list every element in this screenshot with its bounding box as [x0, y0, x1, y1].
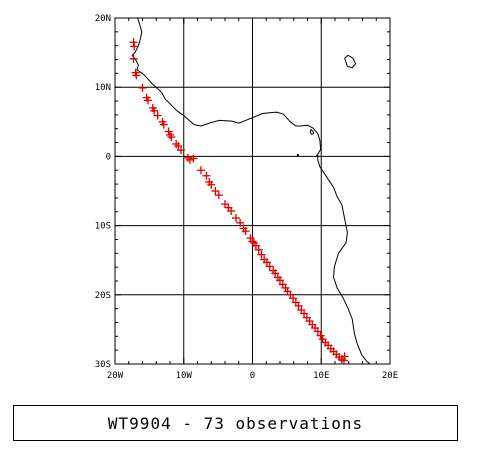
- lon-tick-label: 10W: [176, 371, 193, 381]
- observation-marker: [185, 155, 194, 164]
- caption-box: WT9904 - 73 observations: [13, 405, 458, 441]
- gridlines: [115, 18, 390, 364]
- lat-tick-label: 20N: [95, 14, 111, 24]
- observation-marker: [150, 106, 159, 115]
- longitude-labels: 20W 10W 0 10E 20E: [107, 371, 398, 381]
- lon-tick-label: 10E: [313, 371, 329, 381]
- map-plot: 20W 10W 0 10E 20E 20N 10N 0 10S 20S 30S: [95, 14, 398, 381]
- island-outline: [309, 129, 315, 135]
- observation-marker: [249, 238, 258, 247]
- observation-marker: [207, 180, 216, 189]
- observation-marker: [232, 213, 240, 222]
- observation-marker: [265, 262, 274, 271]
- small-island: [296, 154, 299, 157]
- observation-marker: [313, 327, 322, 336]
- observation-marker: [257, 250, 266, 259]
- observation-marker: [236, 218, 245, 227]
- observation-marker: [177, 146, 185, 155]
- observation-marker: [166, 130, 174, 139]
- observation-marker: [172, 139, 181, 148]
- observation-marker: [196, 166, 205, 175]
- axis-ticks: [114, 17, 391, 365]
- observation-marker: [254, 245, 263, 254]
- observation-marker: [202, 171, 211, 180]
- lon-tick-label: 20E: [382, 371, 398, 381]
- coastline: [131, 17, 371, 365]
- observation-marker: [183, 153, 192, 162]
- observation-marker: [339, 356, 348, 365]
- caption-text: WT9904 - 73 observations: [107, 413, 364, 433]
- lat-tick-label: 0: [106, 152, 111, 162]
- observation-marker: [211, 187, 220, 195]
- observation-marker: [189, 154, 198, 163]
- observation-marker: [132, 71, 141, 80]
- observation-marker: [129, 38, 138, 47]
- observation-marker: [153, 111, 162, 120]
- observation-marker: [241, 227, 250, 236]
- observation-marker: [144, 96, 152, 105]
- lat-tick-label: 20S: [95, 291, 111, 301]
- observation-marker: [214, 191, 223, 200]
- observation-marker: [138, 83, 147, 92]
- observation-marker: [227, 207, 236, 216]
- lat-tick-label: 30S: [95, 360, 111, 370]
- observation-marker: [167, 133, 176, 142]
- observation-marker: [129, 54, 138, 63]
- lon-tick-label: 20W: [107, 371, 124, 381]
- latitude-labels: 20N 10N 0 10S 20S 30S: [95, 14, 111, 370]
- small-island: [316, 154, 319, 157]
- observation-marker: [164, 127, 173, 136]
- observation-marker: [159, 120, 168, 129]
- lon-tick-label: 0: [250, 371, 255, 381]
- observation-markers: [129, 38, 349, 365]
- observation-marker: [340, 352, 349, 361]
- island-outline: [344, 54, 357, 69]
- observation-marker: [221, 200, 229, 209]
- observation-marker: [289, 294, 298, 303]
- observation-marker: [130, 42, 139, 51]
- lat-tick-label: 10N: [95, 83, 111, 93]
- observation-marker: [271, 269, 280, 278]
- observation-marker: [248, 237, 257, 246]
- lat-tick-label: 10S: [95, 222, 111, 232]
- coastline-africa: [131, 17, 371, 365]
- observation-marker: [262, 258, 271, 267]
- observation-marker: [174, 142, 183, 151]
- observation-marker: [300, 309, 309, 318]
- observation-marker: [276, 276, 284, 285]
- observation-marker: [294, 301, 303, 310]
